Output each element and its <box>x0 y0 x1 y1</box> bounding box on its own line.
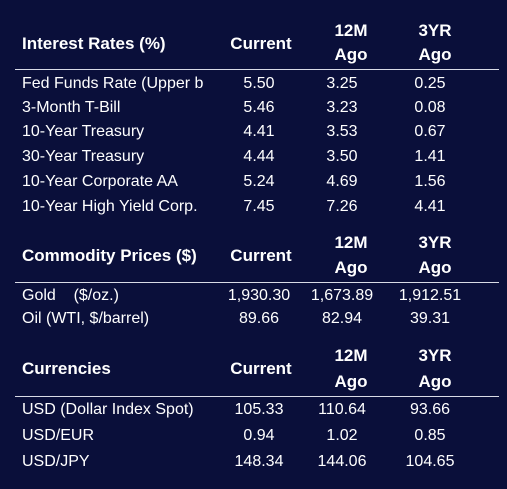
interest-rates-col-3yr-line2: Ago <box>418 45 452 64</box>
interest-rates-rule <box>15 69 499 70</box>
currencies-col-12m-line2: Ago <box>334 372 368 391</box>
value-current: 105.33 <box>234 401 284 418</box>
value-12m-ago: 3.23 <box>326 99 358 116</box>
value-current: 7.45 <box>243 198 275 215</box>
value-current: 0.94 <box>243 427 275 444</box>
commodity-col-current: Current <box>230 246 292 265</box>
table-row: USD/JPY 148.34 144.06 104.65 <box>0 450 507 474</box>
value-3yr-ago: 0.67 <box>414 123 446 140</box>
value-3yr-ago: 4.41 <box>414 198 446 215</box>
value-current: 89.66 <box>238 310 280 327</box>
row-label: 10-Year Treasury <box>22 123 145 140</box>
row-label: Gold ($/oz.) <box>22 287 119 304</box>
interest-rates-col-12m-line1: 12M <box>334 21 368 40</box>
interest-rates-title: Interest Rates (%) <box>22 34 166 53</box>
value-12m-ago: 3.53 <box>326 123 358 140</box>
table-row: Gold ($/oz.) 1,930.30 1,673.89 1,912.51 <box>0 284 507 308</box>
value-current: 4.44 <box>243 148 275 165</box>
row-label: 10-Year Corporate AA <box>22 173 178 190</box>
table-row: USD/EUR 0.94 1.02 0.85 <box>0 424 507 448</box>
row-label: 10-Year High Yield Corp. <box>22 198 198 215</box>
value-12m-ago: 1.02 <box>326 427 358 444</box>
value-12m-ago: 110.64 <box>318 401 366 418</box>
table-row: USD (Dollar Index Spot) 105.33 110.64 93… <box>0 398 507 422</box>
commodity-col-12m-line2: Ago <box>334 258 368 277</box>
value-12m-ago: 3.50 <box>326 148 358 165</box>
commodity-rule <box>15 282 499 283</box>
value-current: 5.24 <box>243 173 275 190</box>
currencies-col-12m-line1: 12M <box>334 346 368 365</box>
value-current: 1,930.30 <box>227 287 291 304</box>
commodity-col-3yr-line2: Ago <box>418 258 452 277</box>
table-row: Fed Funds Rate (Upper b 5.50 3.25 0.25 <box>0 72 507 96</box>
value-current: 4.41 <box>243 123 275 140</box>
value-3yr-ago: 39.31 <box>409 310 451 327</box>
interest-rates-col-12m-line2: Ago <box>334 45 368 64</box>
currencies-col-current: Current <box>230 359 292 378</box>
currencies-col-3yr-line2: Ago <box>418 372 452 391</box>
row-label: Fed Funds Rate (Upper b <box>22 75 204 92</box>
table-row: 10-Year Treasury 4.41 3.53 0.67 <box>0 120 507 144</box>
value-12m-ago: 144.06 <box>317 453 367 470</box>
interest-rates-col-current: Current <box>230 34 292 53</box>
value-current: 5.50 <box>243 75 275 92</box>
value-3yr-ago: 1,912.51 <box>398 287 462 304</box>
table-row: 10-Year High Yield Corp. 7.45 7.26 4.41 <box>0 195 507 219</box>
commodity-col-3yr-line1: 3YR <box>418 233 452 252</box>
value-12m-ago: 3.25 <box>326 75 358 92</box>
value-3yr-ago: 0.08 <box>414 99 446 116</box>
value-3yr-ago: 93.66 <box>409 401 451 418</box>
value-3yr-ago: 0.85 <box>414 427 446 444</box>
value-3yr-ago: 1.41 <box>414 148 446 165</box>
interest-rates-col-3yr-line1: 3YR <box>418 21 452 40</box>
currencies-rule <box>15 396 499 397</box>
table-row: 3-Month T-Bill 5.46 3.23 0.08 <box>0 96 507 120</box>
value-12m-ago: 7.26 <box>326 198 358 215</box>
commodity-col-12m-line1: 12M <box>334 233 368 252</box>
value-current: 148.34 <box>234 453 284 470</box>
row-label: Oil (WTI, $/barrel) <box>22 310 150 327</box>
value-current: 5.46 <box>243 99 275 116</box>
value-3yr-ago: 104.65 <box>405 453 455 470</box>
value-12m-ago: 1,673.89 <box>310 287 374 304</box>
commodity-prices-title: Commodity Prices ($) <box>22 246 197 265</box>
row-label: USD (Dollar Index Spot) <box>22 401 194 418</box>
row-label: 30-Year Treasury <box>22 148 145 165</box>
row-label: USD/EUR <box>22 427 95 444</box>
value-12m-ago: 82.94 <box>321 310 363 327</box>
table-row: Oil (WTI, $/barrel) 89.66 82.94 39.31 <box>0 307 507 331</box>
row-label: 3-Month T-Bill <box>22 99 121 116</box>
currencies-title: Currencies <box>22 359 111 378</box>
row-label: USD/JPY <box>22 453 90 470</box>
currencies-col-3yr-line1: 3YR <box>418 346 452 365</box>
table-row: 10-Year Corporate AA 5.24 4.69 1.56 <box>0 170 507 194</box>
value-3yr-ago: 0.25 <box>414 75 446 92</box>
value-3yr-ago: 1.56 <box>414 173 446 190</box>
value-12m-ago: 4.69 <box>326 173 358 190</box>
table-row: 30-Year Treasury 4.44 3.50 1.41 <box>0 145 507 169</box>
